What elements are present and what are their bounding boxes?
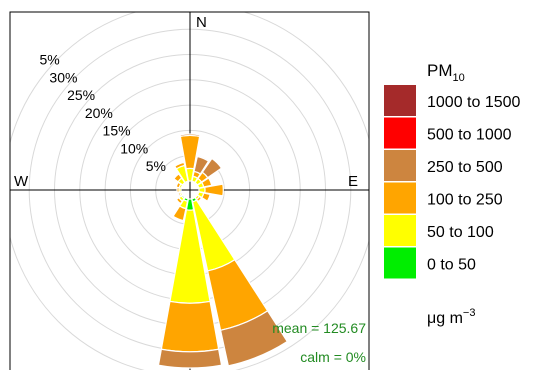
legend-units: μg m−3 xyxy=(427,307,475,327)
ring-label-1: 5% xyxy=(146,158,166,174)
legend-title-main: PM xyxy=(427,61,453,80)
wedge-sse-250-to-500 xyxy=(219,310,289,367)
wedge-s-250-to-500 xyxy=(157,348,223,369)
wedge-ene-100-to-250 xyxy=(201,177,213,188)
legend-units-sup: −3 xyxy=(463,307,476,319)
wedge-ne-250-to-500 xyxy=(201,157,223,179)
legend-swatch-2 xyxy=(384,117,416,149)
wedge-n-250-to-500 xyxy=(179,133,201,138)
legend-items: 1000 to 1500 500 to 1000 250 to 500 100 to … xyxy=(384,85,521,279)
compass-w-label: W xyxy=(14,173,29,190)
legend-swatch-3 xyxy=(384,150,416,181)
wedge-nw-100-to-250 xyxy=(173,173,183,183)
legend-swatch-4 xyxy=(384,182,416,214)
wedge-nne-250-to-500 xyxy=(193,155,210,175)
legend-title-sub: 10 xyxy=(453,72,465,84)
legend-title: PM10 xyxy=(427,61,465,84)
legend-label-5: 50 to 100 xyxy=(427,224,494,241)
legend-swatch-5 xyxy=(384,215,416,246)
wedge-e-100-to-250 xyxy=(204,183,224,197)
wedge-ese-100-to-250 xyxy=(201,192,211,202)
stat-calm: calm = 0% xyxy=(300,349,366,365)
legend-units-main: μg m xyxy=(427,310,463,327)
ring-label-4: 20% xyxy=(85,105,113,121)
ring-label-5: 25% xyxy=(67,87,95,103)
ring-label-2: 10% xyxy=(120,140,148,156)
legend-swatch-1 xyxy=(384,85,416,116)
stat-mean: mean = 125.67 xyxy=(272,320,366,336)
wedge-ssw-100-to-250 xyxy=(172,205,187,222)
ring-labels: 5%10%15%20%25%30%5% xyxy=(39,52,165,174)
wedges xyxy=(157,133,289,369)
ring-label-6: 30% xyxy=(49,69,77,85)
plot-frame xyxy=(9,11,370,370)
wedge-s-100-to-250 xyxy=(160,300,220,353)
legend-label-6: 0 to 50 xyxy=(427,257,476,274)
wedge-nnw-100-to-250 xyxy=(173,161,186,170)
compass-e-label: E xyxy=(348,173,358,190)
ring-label-7: 5% xyxy=(39,52,59,68)
legend-label-2: 500 to 1000 xyxy=(427,127,512,144)
legend-swatch-6 xyxy=(384,247,416,279)
compass-n-label: N xyxy=(196,14,207,31)
plot-area: 5%10%15%20%25%30%5% xyxy=(10,12,369,370)
legend-label-4: 100 to 250 xyxy=(427,192,503,209)
legend-label-3: 250 to 500 xyxy=(427,159,503,176)
wedge-sw-100-to-250 xyxy=(175,196,184,205)
ring-label-3: 15% xyxy=(103,123,131,139)
legend-label-1: 1000 to 1500 xyxy=(427,94,521,111)
wedge-w-100-to-250 xyxy=(176,186,180,194)
